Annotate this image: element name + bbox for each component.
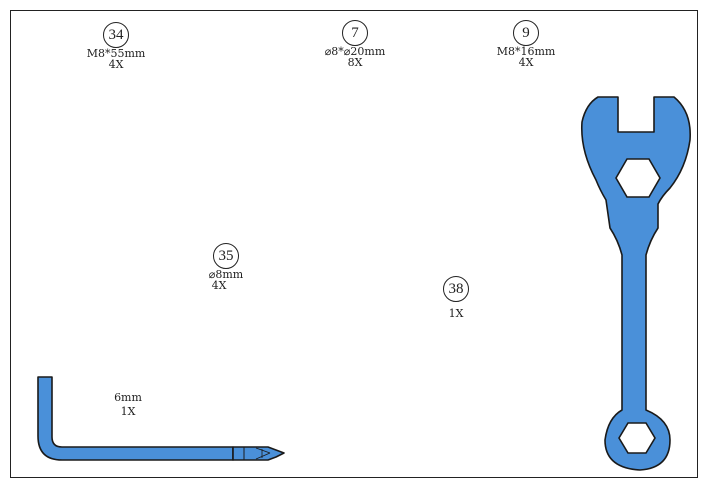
hex-key-quantity: 1X <box>120 405 136 418</box>
part-quantity: 4X <box>518 56 534 69</box>
part-quantity: 4X <box>108 58 124 71</box>
part-quantity: 1X <box>448 307 464 320</box>
part-spec: M8*16mm <box>496 45 556 58</box>
part-number-callout: 9 <box>513 20 539 46</box>
part-number-callout: 38 <box>443 276 469 302</box>
part-spec: ⌀8*⌀20mm <box>324 45 386 58</box>
part-spec: M8*55mm <box>86 47 146 60</box>
wrench-icon <box>580 96 691 471</box>
part-number-callout: 34 <box>103 22 129 48</box>
part-9-label: 9 M8*16mm 4X <box>494 20 558 68</box>
part-34-label: 34 M8*55mm 4X <box>86 22 146 70</box>
allen-key-icon <box>37 376 285 461</box>
part-quantity: 4X <box>211 279 227 292</box>
part-number-callout: 7 <box>342 20 368 46</box>
part-number-callout: 35 <box>213 243 239 269</box>
hex-key-label: 6mm 1X <box>103 392 153 417</box>
part-38-label: 38 1X <box>426 276 486 319</box>
hex-key-spec: 6mm <box>114 391 142 404</box>
part-35-label: 35 ⌀8mm 4X <box>196 243 256 291</box>
part-spec: ⌀8mm <box>208 268 244 281</box>
diagram-frame <box>10 10 698 478</box>
part-7-label: 7 ⌀8*⌀20mm 8X <box>315 20 395 68</box>
part-quantity: 8X <box>347 56 363 69</box>
